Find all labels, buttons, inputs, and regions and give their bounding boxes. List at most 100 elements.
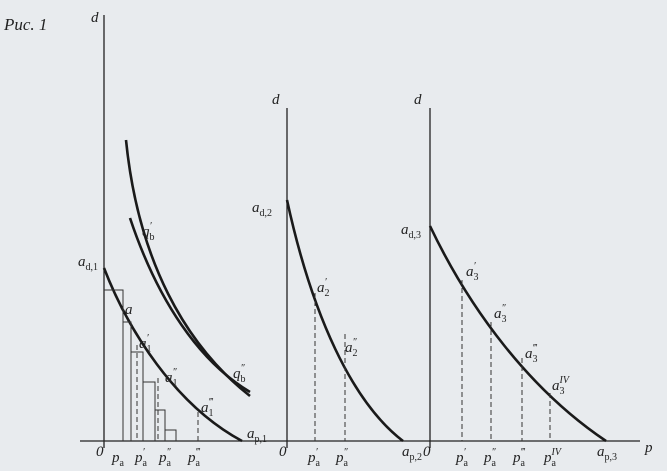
point-label: p′ a — [307, 447, 321, 469]
label-main: a — [345, 340, 353, 356]
label-sub: 3 — [502, 314, 507, 325]
label-sup: ″ — [353, 337, 358, 348]
label-main: a — [247, 426, 255, 442]
point-label: p″ a — [483, 447, 497, 469]
label-main: p — [307, 450, 316, 466]
indifference-curve-2 — [128, 217, 251, 394]
label-sup: ″ — [502, 303, 507, 314]
label-main: q — [233, 366, 241, 382]
label-main: a — [201, 400, 209, 416]
axis-label: d — [272, 92, 280, 108]
point-label: a — [125, 302, 133, 318]
label-sub: p,1 — [255, 434, 268, 445]
point-label: p‴ a — [187, 447, 201, 469]
label-main: a — [402, 444, 410, 460]
label-sub: 1 — [209, 408, 214, 419]
label-sub: b — [241, 374, 246, 385]
label-main: p — [455, 450, 464, 466]
point-label: a‴ 1 — [201, 397, 214, 419]
point-label: aIV 3 — [552, 375, 571, 397]
demand-curve-1 — [102, 267, 243, 443]
label-main: a — [252, 200, 260, 216]
label-main: p — [483, 450, 492, 466]
label-sup: ″ — [492, 447, 497, 458]
label-main: a — [165, 370, 173, 386]
label-sup: ′ — [464, 447, 467, 458]
label-main: a — [597, 444, 605, 460]
label-main: p — [335, 450, 344, 466]
figure-title: Рис. 1 — [3, 15, 47, 34]
label-sub: a — [492, 458, 497, 469]
axis-label: d — [414, 92, 422, 108]
label-main: a — [401, 222, 409, 238]
label-sub: d,1 — [86, 262, 99, 273]
point-label: q″ b — [233, 363, 246, 385]
label-sub: a — [167, 458, 172, 469]
label-sup: ″ — [173, 367, 178, 378]
label-sup: ″ — [167, 447, 172, 458]
label-main: a — [525, 346, 533, 362]
label-sup: ″ — [344, 447, 349, 458]
label-sup: ′ — [474, 261, 477, 272]
point-label: p″ a — [335, 447, 349, 469]
label-main: a — [125, 302, 133, 318]
label-sup: ′ — [316, 447, 319, 458]
point-label: p‴ a — [512, 447, 526, 469]
label-sub: 1 — [147, 344, 152, 355]
point-label: a′ 2 — [317, 277, 330, 299]
label-sup: ′ — [325, 277, 328, 288]
point-label: ad,1 — [78, 254, 98, 273]
label-main: a — [552, 378, 560, 394]
point-label: p″ a — [158, 447, 172, 469]
label-sup: IV — [551, 447, 563, 458]
label-sub: 2 — [353, 348, 358, 359]
label-sub: 2 — [325, 288, 330, 299]
point-label: a″ 1 — [165, 367, 178, 389]
axis-label: d — [91, 10, 99, 26]
label-sub: d,2 — [260, 208, 273, 219]
point-label: p′ a — [455, 447, 469, 469]
label-sub: p,2 — [410, 452, 423, 463]
label-main: a — [466, 264, 474, 280]
demand-curve-3 — [428, 225, 607, 443]
label-main: p — [512, 450, 521, 466]
origin-label: 0 — [96, 444, 104, 460]
label-main: q — [142, 224, 150, 240]
label-main: a — [139, 336, 147, 352]
point-label: q′ b — [142, 221, 155, 243]
label-main: p — [134, 450, 143, 466]
label-sub: p,3 — [605, 452, 618, 463]
point-label: a′ 1 — [139, 333, 152, 355]
label-sub: a — [196, 458, 201, 469]
label-sub: d,3 — [409, 230, 422, 241]
label-sub: a — [143, 458, 148, 469]
label-main: a — [317, 280, 325, 296]
label-main: a — [494, 306, 502, 322]
label-sub: 1 — [173, 378, 178, 389]
label-sub: 3 — [560, 386, 565, 397]
label-sup: ″ — [241, 363, 246, 374]
origin-label: 0 — [423, 444, 431, 460]
label-sup: ′ — [147, 333, 150, 344]
label-sup: IV — [559, 375, 571, 386]
label-sub: 3 — [533, 354, 538, 365]
label-sub: a — [464, 458, 469, 469]
point-label: a″ 3 — [494, 303, 507, 325]
point-label: a‴ 3 — [525, 343, 538, 365]
point-label: ad,3 — [401, 222, 421, 241]
label-sub: a — [552, 458, 557, 469]
point-label: ap,3 — [597, 444, 617, 463]
point-label: a″ 2 — [345, 337, 358, 359]
point-label: p′ a — [134, 447, 148, 469]
point-label: ap,2 — [402, 444, 422, 463]
origin-label: 0 — [279, 444, 287, 460]
label-sub: a — [120, 458, 125, 469]
label-main: p — [187, 450, 196, 466]
p-axis-label: p — [644, 440, 653, 456]
label-main: p — [111, 450, 120, 466]
demand-curve-2 — [285, 199, 404, 443]
label-sup: ‴ — [533, 343, 538, 354]
point-label: a′ 3 — [466, 261, 479, 283]
